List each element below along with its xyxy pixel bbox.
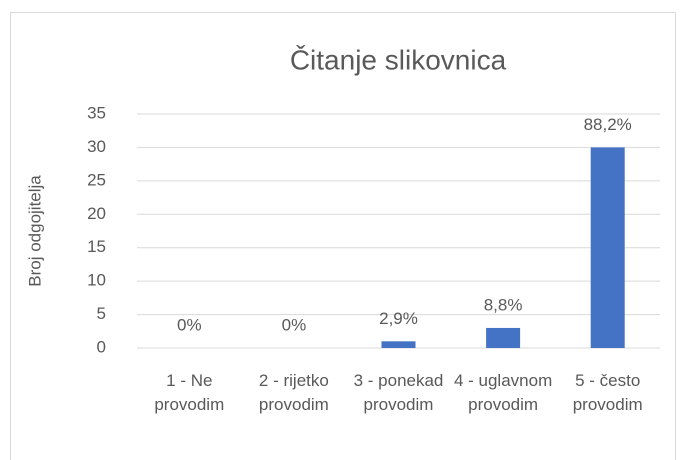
data-label: 0% [282,315,307,334]
x-tick-label: 2 - rijetko provodim [258,371,329,414]
y-tick-label: 0 [97,337,106,356]
y-tick-label: 10 [87,271,106,290]
chart-frame [10,12,676,460]
chart-title: Čitanje slikovnica [290,44,507,75]
y-tick-label: 5 [97,304,106,323]
y-tick-label: 30 [87,137,106,156]
y-tick-label: 35 [87,103,106,122]
bar [381,341,416,348]
x-tick-label: 3 - ponekad provodim [353,371,444,414]
data-label: 8,8% [484,295,523,314]
x-tick-label: 1 - Ne provodim [154,371,225,414]
x-tick-label: 5 - često provodim [572,371,643,414]
y-tick-label: 20 [87,204,106,223]
data-label: 88,2% [584,115,632,134]
data-label: 0% [177,315,202,334]
data-label: 2,9% [379,309,418,328]
bar [590,147,625,348]
y-axis-label: Broj odgojitelja [25,175,44,287]
y-tick-label: 15 [87,237,106,256]
x-tick-label: 4 - uglavnom provodim [453,371,553,414]
bar [486,327,521,348]
y-tick-label: 25 [87,170,106,189]
